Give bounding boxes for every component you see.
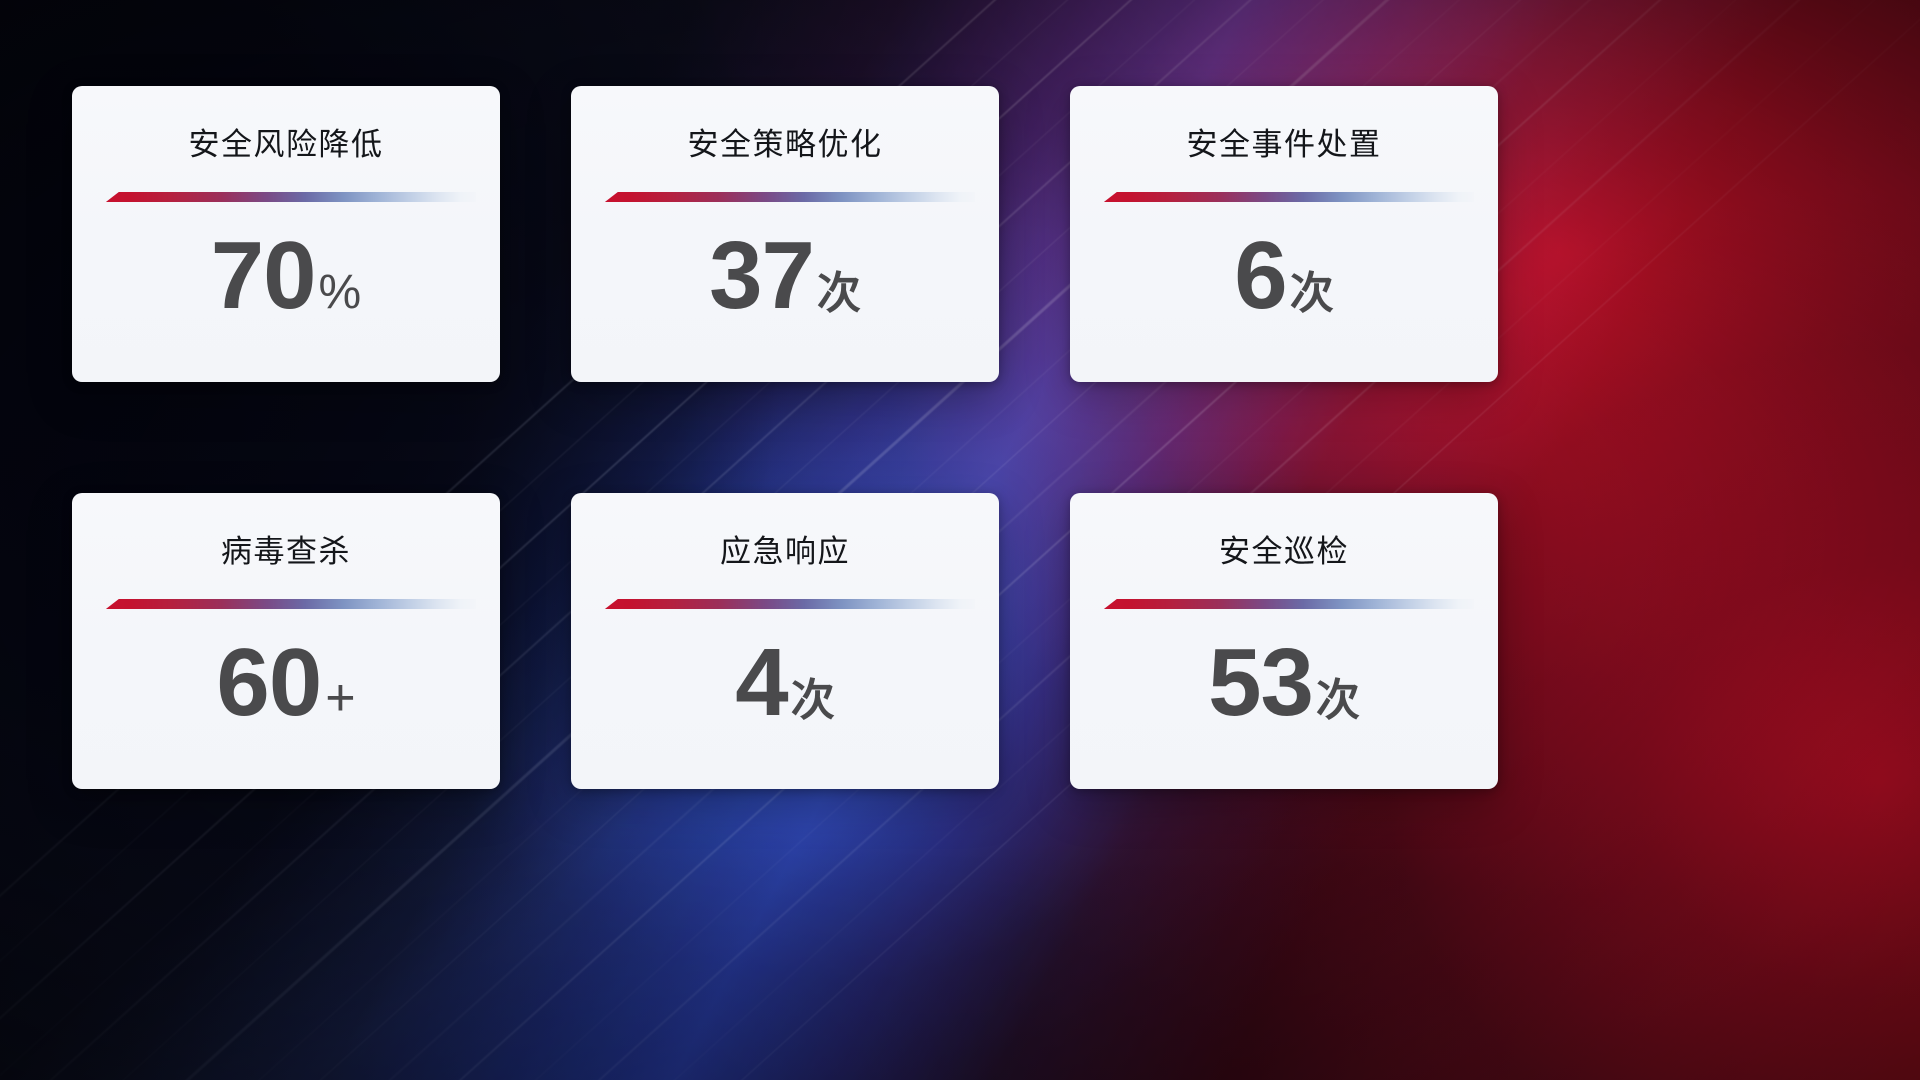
- metric-value: 60: [216, 628, 322, 736]
- metric-card-title: 安全事件处置: [1186, 127, 1382, 162]
- metric-card-divider: [96, 599, 476, 609]
- metric-card-title: 病毒查杀: [221, 534, 351, 569]
- metric-card-divider: [96, 192, 476, 202]
- metric-card-security-policy-optimization[interactable]: 安全策略优化 37 次: [571, 86, 999, 382]
- metric-value: 53: [1208, 628, 1314, 736]
- metric-card-grid: 安全风险降低 70% 安全策略优化 37 次安全事件处置 6 次病毒查杀 60 + 应急响应 4 次安…: [72, 86, 1498, 789]
- metric-card-title: 安全巡检: [1219, 534, 1349, 569]
- gradient-accent-bar: [105, 599, 476, 609]
- gradient-accent-bar: [604, 192, 975, 202]
- metric-card-title: 应急响应: [720, 534, 850, 569]
- metric-unit: 次: [1315, 675, 1360, 725]
- gradient-accent-bar: [604, 599, 975, 609]
- metric-card-title: 安全风险降低: [188, 127, 384, 162]
- metric-value: 4: [735, 628, 788, 736]
- metric-card-divider: [595, 599, 975, 609]
- metric-value: 6: [1234, 221, 1287, 329]
- metric-value: 37: [709, 221, 815, 329]
- metric-card-divider: [1094, 192, 1474, 202]
- metric-card-divider: [1094, 599, 1474, 609]
- metric-card-value-row: 60 +: [216, 628, 356, 736]
- metric-card-virus-scan-removal[interactable]: 病毒查杀 60 +: [72, 493, 500, 789]
- metric-card-emergency-response[interactable]: 应急响应 4 次: [571, 493, 999, 789]
- metric-card-title: 安全策略优化: [687, 127, 883, 162]
- gradient-accent-bar: [105, 192, 476, 202]
- metric-card-value-row: 37 次: [709, 221, 861, 329]
- gradient-accent-bar: [1103, 192, 1474, 202]
- metric-card-security-incident-handling[interactable]: 安全事件处置 6 次: [1070, 86, 1498, 382]
- metric-card-value-row: 53 次: [1208, 628, 1360, 736]
- metric-card-value-row: 70%: [210, 221, 362, 329]
- metric-card-security-risk-reduction[interactable]: 安全风险降低 70%: [72, 86, 500, 382]
- metric-unit: +: [325, 668, 356, 727]
- gradient-accent-bar: [1103, 599, 1474, 609]
- metric-unit: 次: [816, 268, 861, 318]
- metric-value: 70: [210, 221, 317, 329]
- metric-unit: 次: [790, 675, 835, 725]
- metric-card-security-inspection[interactable]: 安全巡检 53 次: [1070, 493, 1498, 789]
- metric-unit: 次: [1289, 268, 1334, 318]
- metric-card-divider: [595, 192, 975, 202]
- metric-unit: %: [318, 265, 362, 319]
